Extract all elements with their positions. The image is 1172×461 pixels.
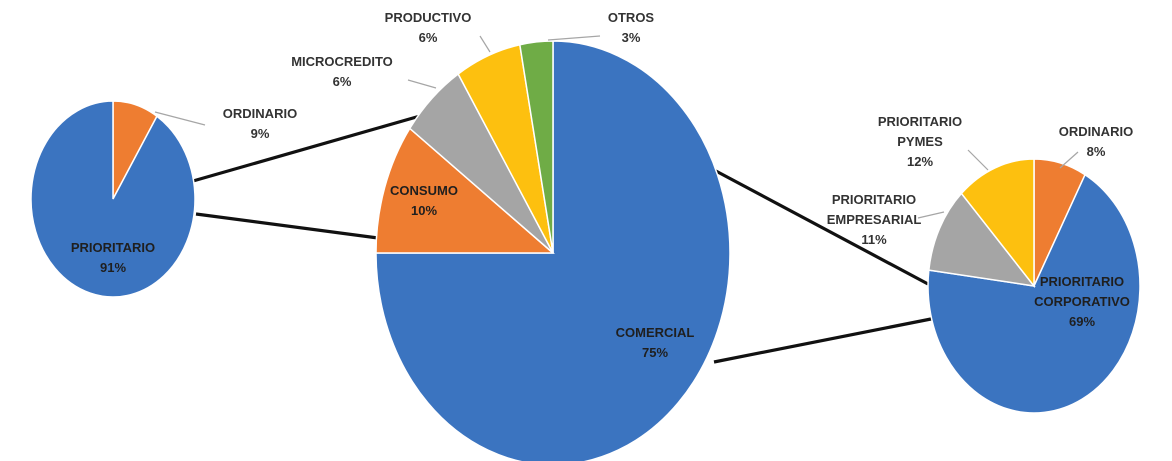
- leader-line: [1059, 151, 1079, 169]
- leader-lines: [154, 35, 1079, 219]
- pie-3: [927, 158, 1141, 414]
- leader-line: [547, 35, 601, 41]
- pie-3-label-prioritario-empresarial: PRIORITARIO EMPRESARIAL 11%: [827, 192, 922, 247]
- pie-3-slice-prioritario-corporativo: [927, 173, 1141, 414]
- connector-line: [195, 212, 379, 240]
- pie-3-label-prioritario-pymes: PRIORITARIO PYMES 12%: [878, 114, 962, 169]
- pie-1: [30, 100, 196, 298]
- connector-line: [192, 114, 421, 183]
- slice-labels: PRIORITARIO 91% ORDINARIO 9% COMERCIAL 75% CON…: [71, 10, 1133, 360]
- pie-1-label-prioritario: PRIORITARIO 91%: [71, 240, 155, 275]
- pie-2: [375, 40, 731, 461]
- pie-2-label-comercial: COMERCIAL 75%: [616, 325, 695, 360]
- pie-3-slice-prioritario-pymes: [960, 158, 1035, 289]
- pie-2-label-microcredito: MICROCREDITO 6%: [291, 54, 393, 89]
- pie-3-label-prioritario-corporativo: PRIORITARIO CORPORATIVO 69%: [1034, 274, 1130, 329]
- pie-2-label-consumo: CONSUMO 10%: [390, 183, 458, 218]
- leader-line: [967, 149, 989, 171]
- pie-3-slice-prioritario-empresarial: [928, 192, 1036, 288]
- pie-1-label-ordinario: ORDINARIO 9%: [223, 106, 297, 141]
- pie-2-slice-comercial: [375, 40, 731, 461]
- pie-2-slice-otros: [518, 40, 554, 254]
- pie-3-label-ordinario: ORDINARIO 8%: [1059, 124, 1133, 159]
- pie-group: [30, 40, 1141, 461]
- leader-line: [154, 111, 206, 126]
- connector-lines: [192, 114, 937, 364]
- pie-2-label-productivo: PRODUCTIVO 6%: [385, 10, 472, 45]
- pie-1-slice-prioritario: [30, 100, 196, 298]
- pie-2-label-otros: OTROS 3%: [608, 10, 655, 45]
- leader-line: [917, 211, 945, 219]
- leader-line: [479, 35, 491, 53]
- leader-line: [407, 79, 437, 89]
- pie-2-slice-consumo: [375, 127, 556, 254]
- connector-line: [713, 168, 929, 286]
- connector-line: [713, 316, 937, 364]
